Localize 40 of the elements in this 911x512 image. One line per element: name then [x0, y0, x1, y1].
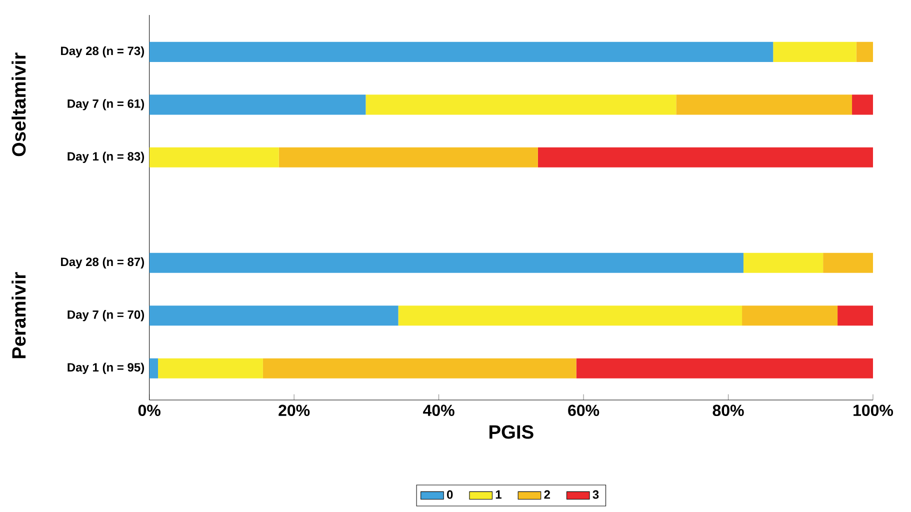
y-tick-label: Day 1 (n = 83) [68, 152, 144, 163]
bar [856, 42, 873, 62]
legend-label: 0 [447, 490, 453, 499]
bar [538, 147, 873, 168]
x-tick-label: 100% [854, 404, 894, 416]
bar [742, 306, 838, 326]
bar [149, 94, 366, 115]
legend-label: 1 [496, 490, 502, 499]
legend-label: 3 [592, 490, 599, 499]
bar [149, 42, 774, 62]
x-tick-label: 0% [138, 404, 160, 416]
bar [743, 252, 824, 273]
bar [676, 94, 852, 115]
bar [149, 147, 279, 168]
x-tick-label: 40% [423, 404, 454, 416]
bar [278, 147, 538, 168]
y-tick-label: Day 28 (n = 87) [61, 257, 144, 268]
bar [773, 42, 856, 62]
bar [158, 358, 263, 378]
legend-label: 2 [544, 490, 550, 499]
text: Oseltamivir [12, 52, 26, 156]
bar [262, 358, 576, 378]
y-tick-label: Day 28 (n = 73) [61, 46, 144, 58]
bar [149, 306, 398, 326]
bar [576, 358, 873, 378]
x-tick-label: 80% [712, 404, 744, 416]
bar [366, 94, 676, 115]
y-tick-label: Day 1 (n = 95) [68, 362, 144, 374]
bar [838, 306, 873, 326]
x-axis-title: PGIS [490, 425, 534, 439]
text: Peramivir [12, 272, 26, 358]
y-tick-label: Day 7 (n = 70) [68, 310, 144, 322]
bar [149, 252, 744, 273]
x-tick-label: 20% [278, 404, 310, 416]
bar [852, 94, 873, 115]
bar [398, 306, 742, 326]
x-tick-label: 60% [568, 404, 600, 416]
bar [149, 358, 158, 378]
y-tick-label: Day 7 (n = 61) [68, 99, 144, 110]
bar [823, 252, 873, 273]
